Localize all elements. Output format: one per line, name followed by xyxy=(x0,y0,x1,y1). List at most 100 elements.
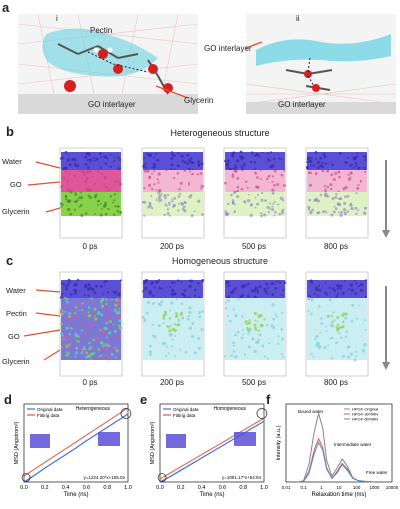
panel-d-ylabel: MSD (Angstrom²) xyxy=(14,421,20,464)
panel-c-snapshot-3 xyxy=(305,271,369,377)
panel-a-label: a xyxy=(2,0,10,15)
panel-b-pointer-1 xyxy=(27,181,61,186)
panel-b-time-2: 500 ps xyxy=(241,242,267,251)
panel-d-xlabel: Time (ns) xyxy=(63,492,88,498)
panel-a-go-interlayer-i: GO interlayer xyxy=(88,100,136,109)
panel-c-time-0: 0 ps xyxy=(82,378,98,387)
panel-f-chart: 0.01 0.1 1 10 100 1000 10000 Relaxation time (m… xyxy=(276,403,399,498)
panel-a-sub-ii: ii xyxy=(296,14,300,23)
panel-c-pointer-1 xyxy=(35,312,61,317)
panel-d-xtick-1: 0.2 xyxy=(41,485,49,491)
panel-d-equation: y=1224.20*x+106.02 xyxy=(83,475,125,480)
panel-a-i-image xyxy=(18,14,198,114)
panel-e-annotation: Homogeneous xyxy=(213,406,246,412)
panel-b-time-1: 200 ps xyxy=(159,242,185,251)
panel-d-end-circle xyxy=(120,408,132,419)
panel-c-layer-go: GO xyxy=(8,332,20,341)
panel-a-pectin-label: Pectin xyxy=(90,26,113,35)
panel-f-xtick-2: 1 xyxy=(320,485,323,490)
panel-a-ii-drawing xyxy=(246,34,396,114)
panel-e-xtick-5: 1.0 xyxy=(260,485,268,491)
panel-e-axes-frame xyxy=(159,403,265,483)
panel-f-xtick-3: 10 xyxy=(336,485,342,490)
panel-e-inset-end xyxy=(234,432,256,446)
panel-a-i-drawing xyxy=(18,14,198,114)
panel-f-legend-label-0: HPGF-Original xyxy=(352,407,378,412)
panel-e-legend-label-1: Fitting data xyxy=(173,413,196,418)
panel-e-series-original xyxy=(159,420,265,483)
panel-d-series-fitting xyxy=(23,407,129,477)
panel-a-go-interlayer-ii-top: GO interlayer xyxy=(204,44,252,53)
panel-b-snapshot-2 xyxy=(223,147,287,239)
panel-b-pointer-2 xyxy=(45,207,61,213)
panel-f-xlabel: Relaxation time (ms) xyxy=(311,492,366,498)
panel-d-label: d xyxy=(4,392,12,407)
panel-bc-drawing xyxy=(23,147,390,377)
panel-b-layer-glycerin: Glycerin xyxy=(2,207,30,216)
panel-f-legend-label-2: HPGF-60%RH xyxy=(352,417,378,422)
panel-d-start-circle xyxy=(21,473,31,482)
panel-e-xtick-4: 0.8 xyxy=(239,485,247,491)
panel-d-inset-end xyxy=(98,432,120,446)
panel-b-title: Heterogeneous structure xyxy=(170,128,270,138)
panel-c-snapshot-2 xyxy=(223,271,287,377)
panel-c-time-2: 500 ps xyxy=(241,378,267,387)
panel-a-glycerin-label: Glycerin xyxy=(184,96,214,105)
panel-b-snapshot-1 xyxy=(141,147,205,239)
panel-e-label: e xyxy=(140,392,148,407)
panel-f-series-2 xyxy=(298,441,375,483)
panel-c-label: c xyxy=(6,253,14,268)
panel-e-legend-label-0: Original data xyxy=(173,407,199,412)
panel-c-snapshot-0 xyxy=(59,271,123,377)
panel-e-series-fitting xyxy=(159,417,265,480)
panel-e-ylabel: MSD (Angstrom²) xyxy=(150,421,156,464)
panel-d-xtick-4: 0.8 xyxy=(103,485,111,491)
panel-e-equation: y=1091.17*x+54.94 xyxy=(222,475,262,480)
panel-c-pointer-2 xyxy=(23,329,61,337)
panel-c-pointer-0 xyxy=(35,289,61,293)
panel-b-snapshot-0 xyxy=(59,147,123,239)
panel-a-ii-image xyxy=(246,14,396,114)
panel-b-snapshot-3 xyxy=(305,147,369,239)
panel-c-title: Homogeneous structure xyxy=(171,256,269,266)
panel-f-ylabel: Intensity (a.u.) xyxy=(276,425,282,460)
panel-e-chart: 0.0 0.2 0.4 0.6 0.8 1.0 Time (ns) MSD (Angstrom… xyxy=(150,403,268,498)
panel-b-layer-go: GO xyxy=(10,180,22,189)
panel-b-time-0: 0 ps xyxy=(82,242,98,251)
panel-e-xtick-1: 0.2 xyxy=(177,485,185,491)
panel-b-label: b xyxy=(6,124,14,139)
panel-d-xtick-3: 0.6 xyxy=(83,485,91,491)
panel-f-axes-frame xyxy=(285,403,393,483)
panel-f-annotation-free: Free water xyxy=(366,470,388,475)
panel-e-xlabel: Time (ns) xyxy=(199,492,224,498)
panel-d-axes-frame xyxy=(23,403,129,483)
panel-d-xtick-2: 0.4 xyxy=(62,485,70,491)
panel-f-xtick-0: 0.01 xyxy=(282,485,291,490)
panel-b-pointer-0 xyxy=(35,161,61,169)
panel-b-time-3: 800 ps xyxy=(323,242,349,251)
panel-f-xtick-6: 10000 xyxy=(386,485,399,490)
panel-c-time-1: 200 ps xyxy=(159,378,185,387)
panel-c-time-3: 800 ps xyxy=(323,378,349,387)
panel-e-end-circle xyxy=(256,408,268,419)
panel-c-pointer-3 xyxy=(43,349,61,361)
panel-e-xtick-0: 0.0 xyxy=(156,485,164,491)
panel-c-layer-water: Water xyxy=(6,286,26,295)
panel-d-inset-start xyxy=(30,434,50,448)
panel-f-xtick-5: 1000 xyxy=(369,485,380,490)
panel-b-layer-water: Water xyxy=(2,157,22,166)
panel-e-xtick-3: 0.6 xyxy=(219,485,227,491)
panel-c-time-arrowhead xyxy=(382,362,390,370)
panel-a-go-interlayer-ii-bottom: GO interlayer xyxy=(278,100,326,109)
panel-f-annotation-bound: Bound water xyxy=(298,409,324,414)
panel-c-layer-glycerin: Glycerin xyxy=(2,357,30,366)
panel-e-inset-start xyxy=(166,434,186,448)
panel-d-series-original xyxy=(23,413,129,483)
panel-d-chart: 0.0 0.2 0.4 0.6 0.8 1.0 Time (ns) MSD (Angstrom… xyxy=(14,403,132,498)
panel-d-xtick-5: 1.0 xyxy=(124,485,132,491)
panel-e-start-circle xyxy=(157,473,167,482)
panel-d-legend-label-1: Fitting data xyxy=(37,413,60,418)
